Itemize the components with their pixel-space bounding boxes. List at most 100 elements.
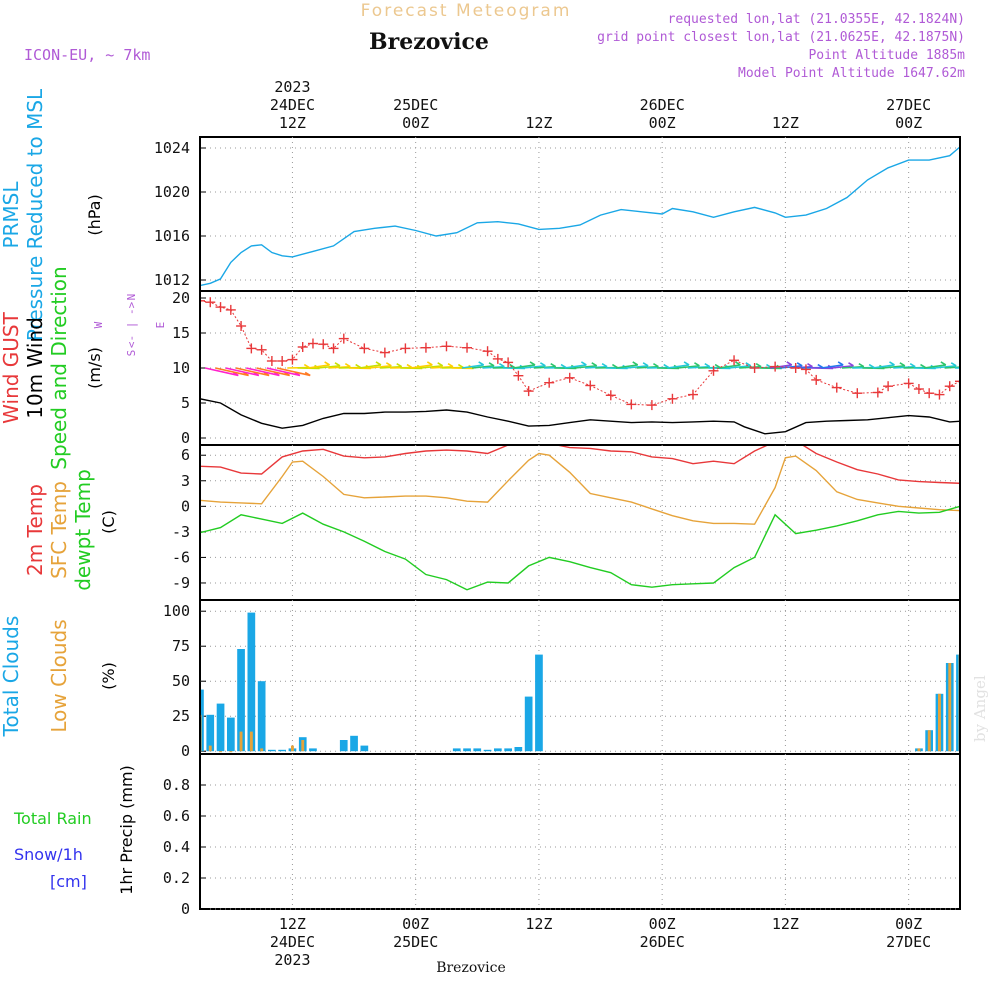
cloud-bar-total_clouds xyxy=(535,654,543,752)
wind-arrow xyxy=(718,364,741,369)
wind-arrow xyxy=(235,367,270,377)
gust-marker xyxy=(883,381,894,392)
wind-arrow-head xyxy=(509,363,516,369)
wind-arrow-head xyxy=(663,363,670,369)
wind-arrow xyxy=(667,364,690,369)
wind-arrow xyxy=(513,364,536,369)
panel-precip: 0 0.2 0.4 0.6 0.8 Total Rain Snow/1h [cm] 1hr Pr… xyxy=(13,753,961,918)
gust-marker xyxy=(297,342,308,352)
cloud-bar-total_clouds xyxy=(452,748,461,752)
gust-marker xyxy=(256,344,267,355)
panel-frame xyxy=(199,753,961,910)
wind-arrow-head xyxy=(920,363,926,369)
wind-arrow-head xyxy=(355,363,362,369)
gust-marker xyxy=(667,393,678,404)
bottom-tick-label: 00Z xyxy=(895,915,922,933)
wind-arrow xyxy=(307,364,330,369)
top-tick-label: 00Z xyxy=(895,114,922,132)
gust-marker xyxy=(236,321,247,331)
y-tick-label: 75 xyxy=(172,637,190,655)
gust-marker xyxy=(277,356,288,366)
cloud-bar-total_clouds xyxy=(360,745,369,752)
gust-marker xyxy=(687,389,698,400)
point-altitude: Point Altitude 1885m xyxy=(808,48,965,63)
wind-arrow xyxy=(769,364,792,369)
wind-arrow xyxy=(677,365,700,369)
wind-arrow xyxy=(266,367,301,377)
gust-marker xyxy=(913,384,924,394)
wind-arrow xyxy=(934,365,957,369)
cloud-bar-total_clouds xyxy=(309,748,317,752)
y-tick-label: 20 xyxy=(172,289,190,307)
gust-marker xyxy=(338,333,349,344)
gust-marker xyxy=(441,341,452,352)
panel-label: 1hr Precip (mm) xyxy=(117,765,136,895)
wind-arrow xyxy=(872,364,895,369)
series-tsfc-line xyxy=(201,452,959,525)
panel-label: PRMSL xyxy=(0,181,23,249)
wind-arrow-head xyxy=(498,362,505,368)
cloud-bar-low_clouds xyxy=(208,745,212,752)
wind-arrow-head xyxy=(560,363,567,369)
cloud-bar-low_clouds xyxy=(291,745,294,752)
cloud-bar-total_clouds xyxy=(494,748,502,752)
y-tick-label: -3 xyxy=(172,523,190,541)
wind-arrow-head xyxy=(591,362,598,367)
y-tick-label: 3 xyxy=(181,472,190,490)
gust-marker xyxy=(708,365,719,376)
top-tick-label: 12Z xyxy=(279,114,306,132)
bottom-tick-label: 00Z xyxy=(649,915,676,933)
y-tick-label: 50 xyxy=(172,672,190,690)
wind-arrow-head xyxy=(385,362,392,367)
gust-marker xyxy=(215,302,226,313)
series-group xyxy=(201,446,959,591)
wind-arrow-head xyxy=(406,363,413,369)
cloud-bar-total_clouds xyxy=(483,749,492,752)
wind-arrow xyxy=(246,367,280,377)
gust-marker xyxy=(770,361,781,372)
wind-arrow xyxy=(564,364,587,369)
panel-label: 2m Temp xyxy=(23,484,47,576)
y-tick-label: 0 xyxy=(181,429,190,447)
wind-arrow-head xyxy=(858,362,865,368)
panel-label: Wind GUST xyxy=(0,311,23,423)
gust-marker xyxy=(201,300,205,302)
wind-arrow xyxy=(728,365,751,369)
y-tick-label: 1016 xyxy=(154,227,190,245)
wind-arrow-head xyxy=(529,361,536,366)
series-pressure-line xyxy=(201,146,959,287)
wind-arrow-head xyxy=(324,361,331,366)
wind-arrow-head xyxy=(735,361,741,366)
panel-label: 10m Wind xyxy=(23,317,47,419)
wind-arrow xyxy=(215,367,249,377)
wind-arrow-head xyxy=(868,363,875,369)
panel-wind: 0 5 10 15 20 Wind GUST 10m Wind Speed and Direc… xyxy=(0,266,961,470)
location-title: Brezovice xyxy=(369,29,489,55)
product-title: Forecast Meteogram xyxy=(361,1,572,21)
cloud-bar-total_clouds xyxy=(247,612,256,752)
wind-arrow-head xyxy=(457,363,464,369)
wind-arrow-head xyxy=(653,362,659,368)
wind-arrow-head xyxy=(550,362,557,368)
cloud-bar-total_clouds xyxy=(504,748,512,752)
gust-marker xyxy=(503,357,514,368)
y-tick-label: 0.2 xyxy=(163,869,190,887)
y-tick-label: 100 xyxy=(163,602,190,620)
wind-arrow xyxy=(410,364,433,369)
gust-marker xyxy=(903,378,914,389)
y-tick-label: 10 xyxy=(172,359,190,377)
gust-marker xyxy=(420,342,431,353)
gust-marker xyxy=(379,347,390,358)
compass-east: E xyxy=(154,322,167,329)
bottom-tick-label: 24DEC xyxy=(270,933,315,951)
gust-marker xyxy=(492,353,503,364)
series-group xyxy=(201,297,959,435)
cloud-bar-low_clouds xyxy=(927,730,931,752)
panel-label: (C) xyxy=(99,510,118,534)
series-t2m-line xyxy=(201,446,959,484)
wind-arrow-head xyxy=(694,362,700,367)
top-tick-label: 24DEC xyxy=(270,96,315,114)
cloud-bar-total_clouds xyxy=(278,749,286,752)
